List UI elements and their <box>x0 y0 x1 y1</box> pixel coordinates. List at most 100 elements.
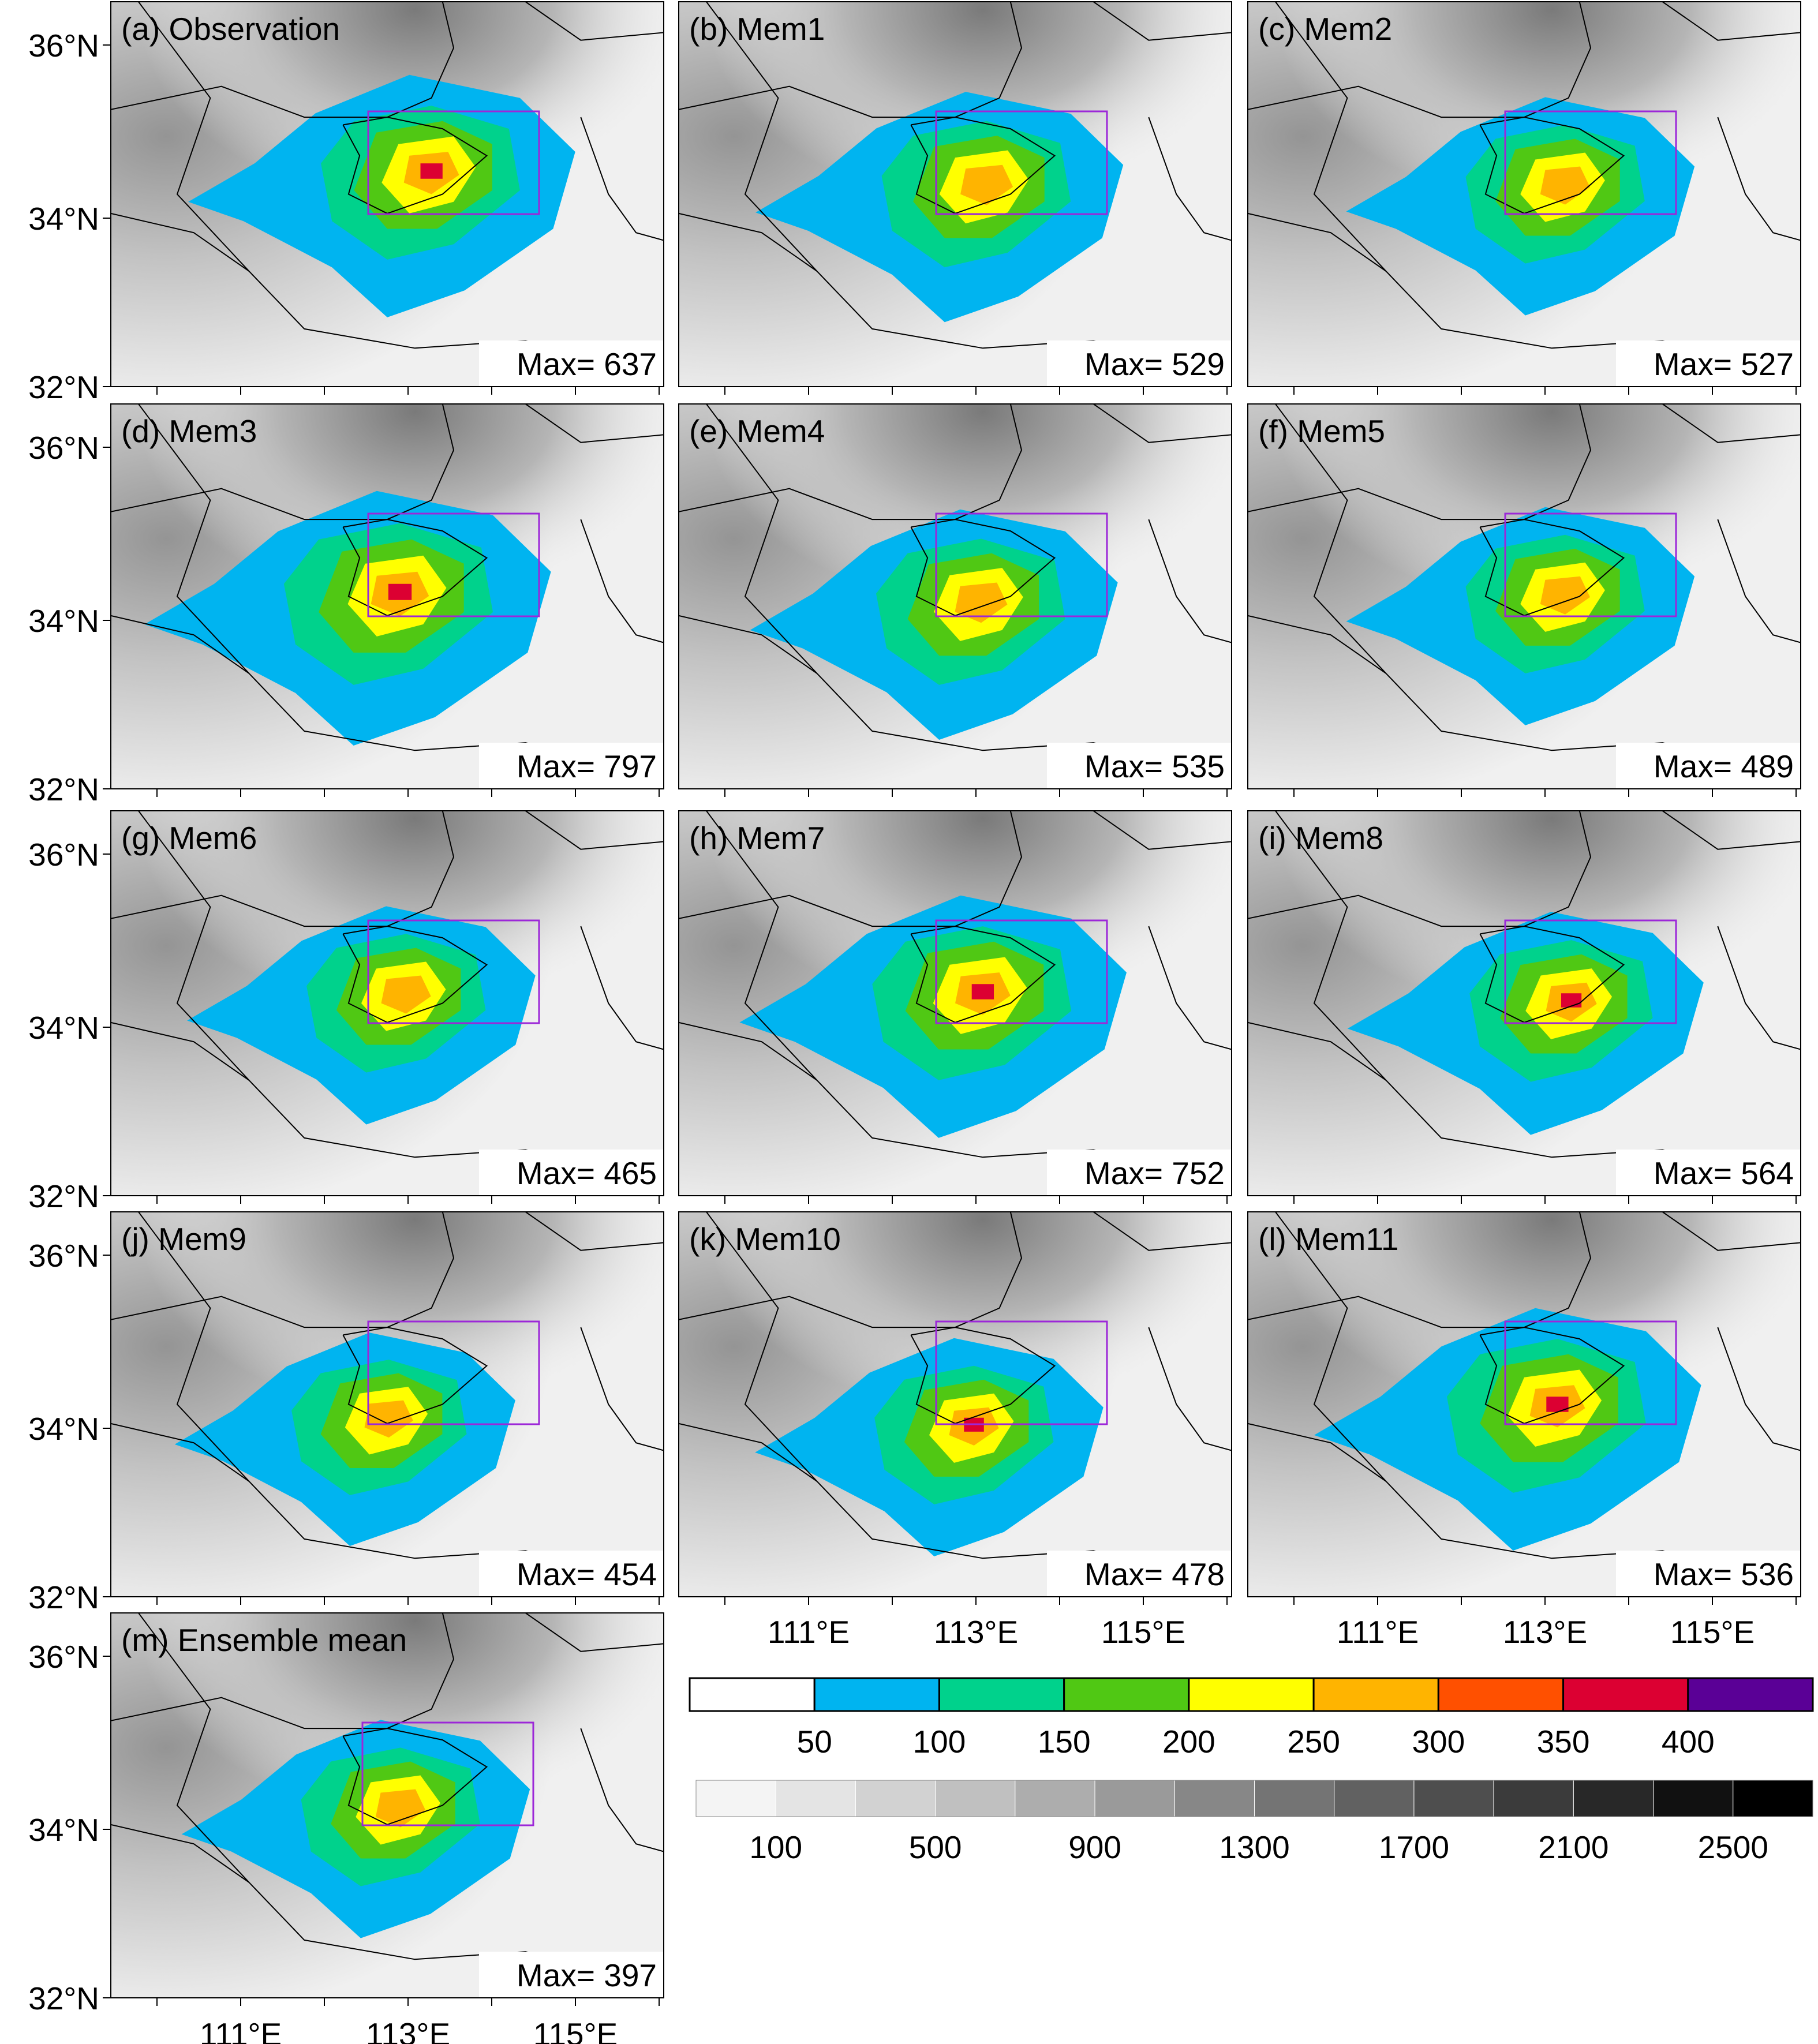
boundary-line <box>342 926 488 1023</box>
max-box <box>479 1551 664 1597</box>
precip-region <box>364 1400 413 1438</box>
boundary-line <box>679 212 818 272</box>
lat-tick-label: 32°N <box>28 369 99 405</box>
map-panel: (i) Mem8 Max= 564 <box>1247 810 1801 1196</box>
precip-colorbar-label: 50 <box>797 1724 832 1760</box>
terrain-colorbar-segment <box>1493 1780 1574 1817</box>
lat-tick-label: 32°N <box>28 1178 99 1214</box>
precip-colorbar-segment <box>813 1677 940 1712</box>
study-area-box <box>1504 919 1677 1024</box>
lon-tick-label: 115°E <box>1670 1614 1755 1650</box>
max-box <box>1047 743 1232 789</box>
lon-tick-label: 111°E <box>200 2016 282 2044</box>
terrain-colorbar-label: 900 <box>1068 1829 1121 1865</box>
max-box <box>1616 1150 1801 1196</box>
terrain-colorbar-label: 2100 <box>1538 1829 1608 1865</box>
max-box <box>1616 340 1801 387</box>
terrain-colorbar-segment <box>1094 1780 1175 1817</box>
panel-label: (i) Mem8 <box>1258 820 1383 856</box>
precip-colorbar-segment <box>1562 1677 1689 1712</box>
max-value-label: Max= 489 <box>1654 748 1794 784</box>
boundary-line <box>1148 519 1232 643</box>
max-box <box>1047 1551 1232 1597</box>
precip-colorbar-label: 400 <box>1662 1724 1715 1760</box>
panel-frame <box>110 1 664 387</box>
precip-colorbar-label: 350 <box>1537 1724 1590 1760</box>
precip-region <box>1540 576 1590 615</box>
max-box <box>1047 340 1232 387</box>
map-panel: (m) Ensemble mean Max= 397 <box>110 1612 664 1998</box>
panel-frame <box>678 1 1232 387</box>
boundary-line <box>1479 117 1625 214</box>
boundary-line <box>1248 615 1387 674</box>
terrain-colorbar-label: 2500 <box>1698 1829 1768 1865</box>
precip-colorbar-segment <box>1437 1677 1565 1712</box>
boundary-line <box>1662 2 1801 41</box>
map-panel: (g) Mem6 Max= 465 <box>110 810 664 1196</box>
boundary-line <box>910 117 1056 214</box>
max-box <box>1616 1551 1801 1597</box>
precip-colorbar-label: 100 <box>913 1724 966 1760</box>
boundary-line <box>1148 1327 1232 1451</box>
boundary-line <box>1479 519 1625 616</box>
panel-frame <box>678 810 1232 1196</box>
max-box <box>479 743 664 789</box>
terrain-colorbar-frame <box>695 1780 1813 1817</box>
terrain-colorbar-segment <box>1733 1780 1813 1817</box>
max-box <box>1616 743 1801 789</box>
precip-region <box>960 164 1013 205</box>
lat-tick-label: 36°N <box>28 1238 99 1274</box>
boundary-line <box>580 1728 664 1852</box>
precip-colorbar-segment <box>689 1677 816 1712</box>
lon-tick-label: 115°E <box>1101 1614 1185 1650</box>
map-panel: (f) Mem5 Max= 489 <box>1247 403 1801 789</box>
panel-frame <box>110 403 664 789</box>
precip-region <box>388 583 412 600</box>
max-box <box>479 1952 664 1998</box>
lat-tick-label: 36°N <box>28 430 99 466</box>
boundary-line <box>1479 926 1625 1023</box>
boundary-line <box>1662 1212 1801 1251</box>
map-panel: (b) Mem1 Max= 529 <box>678 1 1232 387</box>
lon-tick-label: 111°E <box>1337 1614 1419 1650</box>
map-panel: (k) Mem10 Max= 478 <box>678 1211 1232 1597</box>
panel-frame <box>110 1612 664 1998</box>
panel-frame <box>1247 403 1801 789</box>
study-area-box <box>1504 512 1677 617</box>
boundary-line <box>342 1728 488 1825</box>
max-value-label: Max= 536 <box>1654 1556 1794 1592</box>
boundary-line <box>910 1327 1056 1424</box>
study-area-box <box>1504 1320 1677 1425</box>
panel-label: (m) Ensemble mean <box>121 1622 407 1658</box>
boundary-line <box>111 615 250 674</box>
colorbars: 50 100 150 200 250 300 350 400 100 500 900 1300 1700… <box>689 1677 1814 1865</box>
study-area-box <box>935 512 1108 617</box>
boundary-line <box>1717 117 1801 241</box>
panel-frame <box>678 1211 1232 1597</box>
terrain-colorbar-segment <box>1653 1780 1734 1817</box>
precip-colorbar-label: 150 <box>1038 1724 1091 1760</box>
lat-tick-label: 34°N <box>28 1010 99 1046</box>
terrain-colorbar-segment <box>695 1780 776 1817</box>
boundary-line <box>525 2 664 41</box>
boundary-line <box>910 519 1056 616</box>
boundary-line <box>1662 404 1801 443</box>
precip-region <box>1561 993 1582 1008</box>
lat-tick-label: 34°N <box>28 201 99 237</box>
terrain-colorbar-segment <box>935 1780 1016 1817</box>
lat-tick-label: 34°N <box>28 1411 99 1447</box>
max-box <box>479 340 664 387</box>
boundary-line <box>525 404 664 443</box>
boundary-line <box>1248 1422 1387 1482</box>
study-area-box <box>935 919 1108 1024</box>
study-area-box <box>367 110 540 215</box>
panel-frame <box>678 403 1232 789</box>
axes-layer: 36°N 34°N 32°N 36°N 34°N 32°N 36°N 34°N 32°N 36°N… <box>28 28 1797 2044</box>
boundary-line <box>910 926 1056 1023</box>
boundary-line <box>1717 1327 1801 1451</box>
terrain-colorbar-segment <box>1015 1780 1095 1817</box>
terrain-colorbar-label: 500 <box>909 1829 962 1865</box>
terrain-colorbar-segment <box>855 1780 936 1817</box>
boundary-line <box>111 212 250 272</box>
